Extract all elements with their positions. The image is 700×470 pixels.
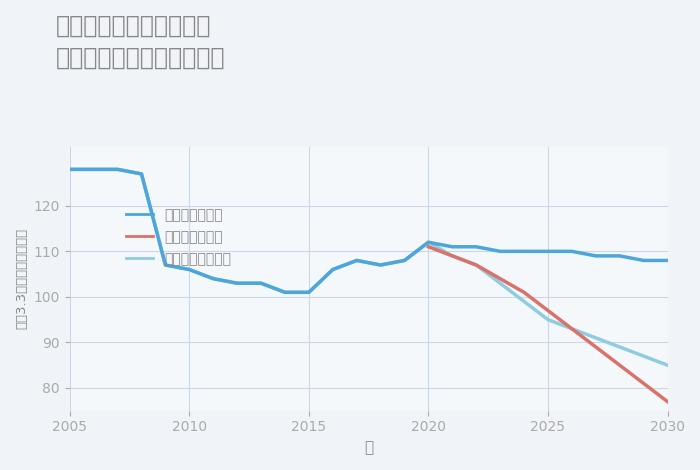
バッドシナリオ <box>639 381 648 386</box>
ノーマルシナリオ <box>113 166 122 172</box>
ノーマルシナリオ <box>304 290 313 295</box>
バッドシナリオ <box>568 326 576 331</box>
グッドシナリオ <box>257 281 265 286</box>
ノーマルシナリオ <box>568 326 576 331</box>
グッドシナリオ <box>448 244 456 250</box>
グッドシナリオ <box>592 253 600 258</box>
グッドシナリオ <box>304 290 313 295</box>
ノーマルシナリオ <box>161 262 169 268</box>
グッドシナリオ <box>113 166 122 172</box>
ノーマルシナリオ <box>281 290 289 295</box>
ノーマルシナリオ <box>496 281 504 286</box>
バッドシナリオ <box>615 362 624 368</box>
グッドシナリオ <box>424 239 433 245</box>
ノーマルシナリオ <box>257 281 265 286</box>
グッドシナリオ <box>520 249 528 254</box>
Y-axis label: 坪（3.3㎡）単価（万円）: 坪（3.3㎡）単価（万円） <box>15 228 28 329</box>
ノーマルシナリオ <box>639 353 648 359</box>
ノーマルシナリオ <box>233 281 242 286</box>
グッドシナリオ <box>472 244 480 250</box>
グッドシナリオ <box>639 258 648 263</box>
バッドシナリオ <box>544 308 552 313</box>
バッドシナリオ <box>664 399 672 404</box>
グッドシナリオ <box>353 258 361 263</box>
Text: 奈良県橿原市下八釣町の
中古マンションの価格推移: 奈良県橿原市下八釣町の 中古マンションの価格推移 <box>56 14 225 70</box>
ノーマルシナリオ <box>209 276 218 282</box>
グッドシナリオ <box>66 166 74 172</box>
ノーマルシナリオ <box>424 239 433 245</box>
Legend: グッドシナリオ, バッドシナリオ, ノーマルシナリオ: グッドシナリオ, バッドシナリオ, ノーマルシナリオ <box>118 201 238 274</box>
ノーマルシナリオ <box>472 262 480 268</box>
Line: グッドシナリオ: グッドシナリオ <box>70 169 668 292</box>
ノーマルシナリオ <box>377 262 385 268</box>
ノーマルシナリオ <box>520 298 528 304</box>
グッドシナリオ <box>377 262 385 268</box>
グッドシナリオ <box>615 253 624 258</box>
ノーマルシナリオ <box>615 344 624 350</box>
バッドシナリオ <box>472 262 480 268</box>
グッドシナリオ <box>664 258 672 263</box>
グッドシナリオ <box>281 290 289 295</box>
ノーマルシナリオ <box>544 317 552 322</box>
グッドシナリオ <box>544 249 552 254</box>
バッドシナリオ <box>496 276 504 282</box>
バッドシナリオ <box>448 253 456 258</box>
グッドシナリオ <box>185 267 193 273</box>
グッドシナリオ <box>233 281 242 286</box>
グッドシナリオ <box>328 267 337 273</box>
グッドシナリオ <box>496 249 504 254</box>
Line: ノーマルシナリオ: ノーマルシナリオ <box>70 169 668 365</box>
グッドシナリオ <box>568 249 576 254</box>
グッドシナリオ <box>209 276 218 282</box>
ノーマルシナリオ <box>66 166 74 172</box>
X-axis label: 年: 年 <box>364 440 373 455</box>
グッドシナリオ <box>400 258 409 263</box>
ノーマルシナリオ <box>664 362 672 368</box>
ノーマルシナリオ <box>185 267 193 273</box>
ノーマルシナリオ <box>353 258 361 263</box>
ノーマルシナリオ <box>137 171 146 177</box>
ノーマルシナリオ <box>592 335 600 341</box>
グッドシナリオ <box>161 262 169 268</box>
ノーマルシナリオ <box>448 253 456 258</box>
グッドシナリオ <box>137 171 146 177</box>
Line: バッドシナリオ: バッドシナリオ <box>428 247 668 401</box>
バッドシナリオ <box>592 344 600 350</box>
ノーマルシナリオ <box>328 267 337 273</box>
ノーマルシナリオ <box>400 258 409 263</box>
バッドシナリオ <box>424 244 433 250</box>
バッドシナリオ <box>520 290 528 295</box>
